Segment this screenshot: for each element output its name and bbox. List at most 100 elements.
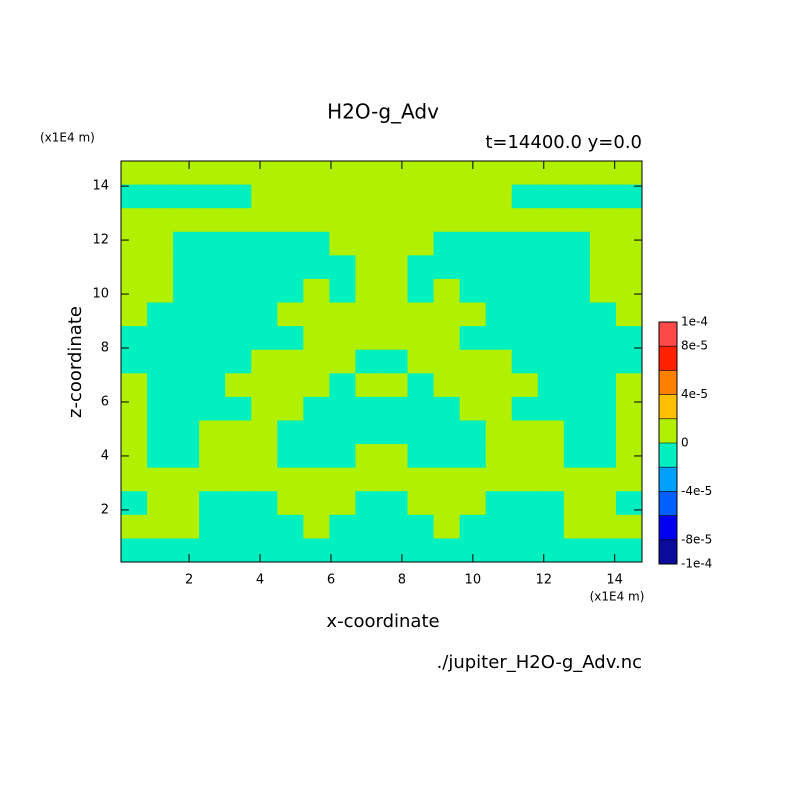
contour-cell: [121, 278, 148, 304]
contour-cell: [251, 538, 278, 563]
contour-cell: [433, 538, 461, 563]
contour-cell: [433, 208, 461, 233]
contour-cell: [225, 444, 252, 469]
contour-cell: [173, 514, 200, 539]
contour-cell: [251, 326, 278, 351]
contour-cell: [303, 396, 330, 421]
contour-cell: [147, 255, 174, 280]
contour-cell: [225, 396, 252, 421]
contour-cell: [173, 161, 200, 186]
contour-cell: [511, 161, 539, 186]
contour-cell: [563, 278, 591, 304]
contour-cell: [407, 467, 435, 492]
y-axis-label: z-coordinate: [65, 306, 86, 418]
colorbar-label: 4e-5: [681, 387, 708, 401]
contour-cell: [511, 208, 539, 233]
contour-cell: [225, 302, 252, 327]
contour-cell: [277, 491, 304, 516]
contour-cell: [381, 208, 409, 233]
contour-cell: [537, 396, 565, 421]
contour-cell: [225, 208, 252, 233]
contour-cell: [251, 349, 278, 374]
contour-cell: [537, 491, 565, 516]
contour-cell: [329, 373, 356, 398]
contour-cell: [589, 184, 617, 209]
contour-cell: [329, 326, 356, 351]
contour-cell: [433, 161, 461, 186]
contour-cell: [537, 349, 565, 374]
contour-cell: [329, 538, 356, 563]
contour-cell: [563, 349, 591, 374]
contour-cell: [277, 278, 304, 304]
contour-cell: [537, 326, 565, 351]
contour-cell: [485, 349, 513, 374]
contour-cell: [355, 373, 382, 398]
contour-cell: [147, 349, 174, 374]
contour-cell: [277, 255, 304, 280]
contour-cell: [303, 302, 330, 327]
contour-cell: [433, 349, 461, 374]
contour-cell: [589, 349, 617, 374]
contour-cell: [277, 467, 304, 492]
colorbar-bin: [659, 539, 677, 564]
contour-cell: [407, 231, 435, 256]
x-tick-label: 2: [185, 573, 193, 588]
contour-cell: [329, 231, 356, 256]
contour-cell: [615, 467, 643, 492]
contour-cell: [589, 420, 617, 445]
contour-cell: [355, 326, 382, 351]
contour-cell: [121, 326, 148, 351]
contour-cell: [563, 420, 591, 445]
contour-cell: [615, 161, 643, 186]
x-tick-label: 8: [398, 573, 406, 588]
contour-cell: [563, 467, 591, 492]
x-tick-label: 4: [256, 573, 264, 588]
contour-cell: [407, 514, 435, 539]
colorbar-bin: [659, 322, 677, 347]
contour-cell: [277, 349, 304, 374]
contour-cell: [615, 208, 643, 233]
contour-cell: [511, 467, 539, 492]
contour-cell: [173, 396, 200, 421]
contour-cell: [563, 373, 591, 398]
contour-cell: [173, 349, 200, 374]
contour-cell: [225, 349, 252, 374]
contour-cell: [537, 444, 565, 469]
contour-cell: [251, 373, 278, 398]
contour-cell: [589, 373, 617, 398]
contour-cell: [225, 491, 252, 516]
contour-cell: [511, 302, 539, 327]
contour-cell: [251, 302, 278, 327]
contour-cell: [589, 302, 617, 327]
contour-cell: [407, 184, 435, 209]
contour-cell: [121, 184, 148, 209]
contour-cell: [251, 444, 278, 469]
y-tick-label: 8: [101, 341, 109, 356]
contour-cell: [563, 208, 591, 233]
contour-cell: [251, 514, 278, 539]
contour-cell: [147, 396, 174, 421]
contour-cell: [355, 420, 382, 445]
contour-cell: [459, 373, 487, 398]
x-tick-label: 6: [327, 573, 335, 588]
contour-cell: [355, 302, 382, 327]
contour-cell: [511, 420, 539, 445]
contour-cell: [381, 231, 409, 256]
contour-cell: [303, 208, 330, 233]
contour-cell: [511, 491, 539, 516]
colorbar-bin: [659, 418, 677, 443]
contour-cell: [615, 420, 643, 445]
contour-cell: [277, 538, 304, 563]
contour-cell: [355, 208, 382, 233]
contour-cell: [121, 349, 148, 374]
contour-cell: [589, 161, 617, 186]
colorbar-label: -8e-5: [681, 532, 712, 546]
contour-cell: [199, 326, 226, 351]
x-tick-label: 14: [606, 573, 623, 588]
contour-cell: [121, 514, 148, 539]
contour-cell: [303, 514, 330, 539]
contour-cell: [511, 255, 539, 280]
contour-cell: [589, 278, 617, 304]
contour-cell: [485, 420, 513, 445]
